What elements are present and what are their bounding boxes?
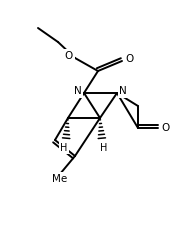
Text: N: N [74,86,82,96]
Text: O: O [65,51,73,61]
Text: O: O [126,54,134,64]
Text: N: N [119,86,127,96]
Text: Me: Me [52,174,68,184]
Text: H: H [100,143,108,153]
Text: O: O [162,123,170,133]
Text: H: H [60,143,68,153]
